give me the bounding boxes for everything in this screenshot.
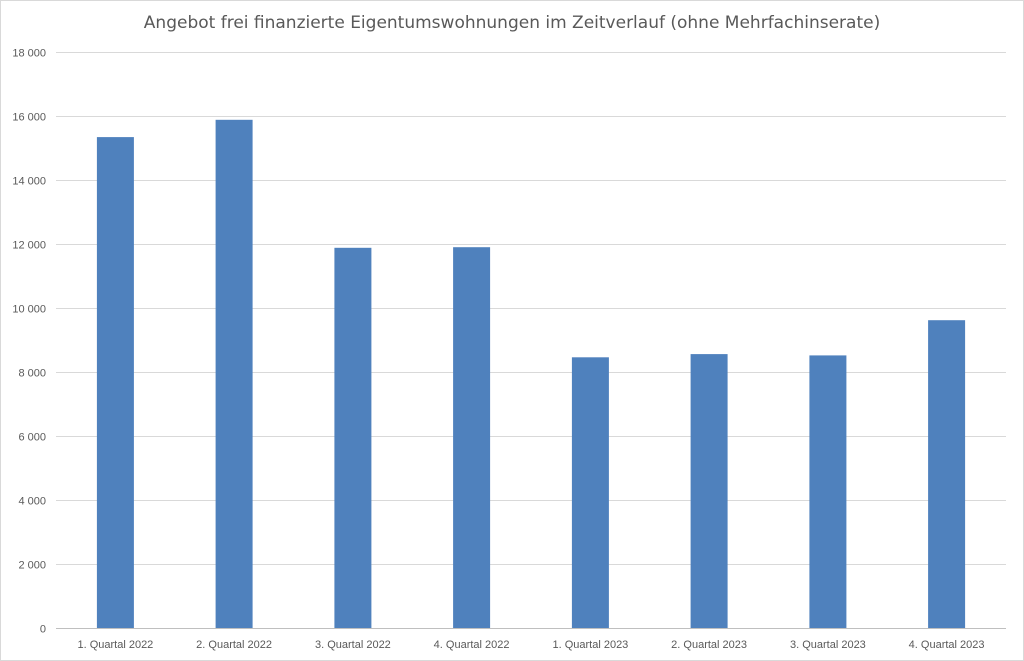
bar	[453, 247, 491, 628]
bar	[96, 137, 134, 628]
x-tick-label: 2. Quartal 2023	[671, 639, 747, 651]
x-tick-label: 3. Quartal 2022	[315, 639, 391, 651]
y-tick-label: 2 000	[18, 560, 46, 572]
y-tick-label: 6 000	[18, 432, 46, 444]
chart-title: Angebot frei finanzierte Eigentumswohnun…	[143, 13, 881, 33]
gridlines	[56, 52, 1006, 629]
x-axis-ticks: 1. Quartal 2022 2. Quartal 2022 3. Quartal…	[77, 639, 984, 651]
x-tick-label: 4. Quartal 2022	[434, 639, 510, 651]
y-tick-label: 18 000	[12, 48, 46, 60]
y-axis-ticks: 0 2 000 4 000 6 000 8 000 10 000 12 000 14 000 1…	[12, 48, 46, 636]
bar	[690, 354, 728, 628]
y-tick-label: 4 000	[18, 496, 46, 508]
x-tick-label: 4. Quartal 2023	[909, 639, 985, 651]
x-tick-label: 2. Quartal 2022	[196, 639, 272, 651]
y-tick-label: 0	[40, 624, 46, 636]
y-tick-label: 16 000	[12, 112, 46, 124]
bars	[96, 119, 966, 629]
x-tick-label: 1. Quartal 2022	[77, 639, 153, 651]
bar	[928, 320, 966, 628]
bar	[215, 119, 253, 629]
bar	[809, 355, 847, 628]
x-tick-label: 3. Quartal 2023	[790, 639, 866, 651]
x-tick-label: 1. Quartal 2023	[552, 639, 628, 651]
bar	[571, 357, 609, 628]
bar	[334, 247, 372, 629]
y-tick-label: 12 000	[12, 240, 46, 252]
y-tick-label: 8 000	[18, 368, 46, 380]
y-tick-label: 10 000	[12, 304, 46, 316]
y-tick-label: 14 000	[12, 176, 46, 188]
